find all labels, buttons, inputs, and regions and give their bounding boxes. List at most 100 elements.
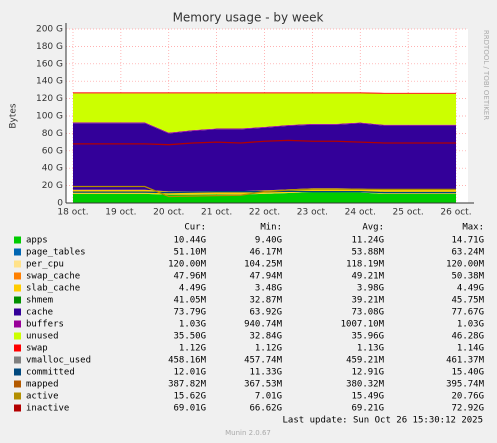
- y-tick-label: 160 G: [36, 59, 63, 69]
- legend-label: active: [26, 392, 59, 402]
- legend-header: Avg:: [362, 223, 384, 233]
- x-tick-label: 21 oct.: [201, 208, 232, 218]
- y-tick-label: 40 G: [42, 164, 63, 174]
- y-tick-label: 200 G: [36, 25, 63, 35]
- legend-swatch: [14, 380, 21, 388]
- legend-stat: 367.53M: [244, 380, 283, 390]
- legend-stat: 53.88M: [351, 248, 384, 258]
- legend-stat: 49.21M: [351, 272, 384, 282]
- y-tick-label: 120 G: [36, 94, 63, 104]
- legend-stat: 1.12G: [255, 344, 282, 354]
- legend-stat: 73.79G: [173, 308, 206, 318]
- legend-swatch: [14, 320, 21, 328]
- legend-stat: 63.92G: [249, 308, 282, 318]
- legend-stat: 11.24G: [351, 236, 384, 246]
- legend-stat: 1.03G: [179, 320, 206, 330]
- legend-stat: 120.00M: [168, 260, 207, 270]
- legend-label: per_cpu: [26, 260, 64, 270]
- area-series: [73, 192, 456, 203]
- x-tick-label: 25 oct.: [393, 208, 424, 218]
- legend-stat: 7.01G: [255, 392, 282, 402]
- legend-label: unused: [26, 332, 59, 342]
- side-text: RRDTOOL / TOBI OETIKER: [482, 30, 490, 120]
- y-tick-label: 80 G: [42, 129, 63, 139]
- legend-stat: 32.87M: [249, 296, 282, 306]
- area-series: [73, 93, 456, 133]
- legend-stat: 72.92G: [451, 404, 484, 414]
- legend-label: inactive: [26, 404, 69, 414]
- line-series: [73, 139, 456, 146]
- legend-stat: 46.28G: [451, 332, 484, 342]
- legend-label: committed: [26, 368, 75, 378]
- legend-stat: 15.49G: [351, 392, 384, 402]
- legend-stat: 46.17M: [249, 248, 282, 258]
- legend-swatch: [14, 236, 21, 244]
- legend-stat: 1.03G: [457, 320, 484, 330]
- legend-stat: 51.10M: [173, 248, 206, 258]
- marks: [73, 92, 456, 203]
- legend-stat: 15.62G: [173, 392, 206, 402]
- legend-swatch: [14, 392, 21, 400]
- y-tick-label: 140 G: [36, 77, 63, 87]
- legend-stat: 1.12G: [179, 344, 206, 354]
- legend-stat: 458.16M: [168, 356, 207, 366]
- legend-label: slab_cache: [26, 284, 80, 294]
- last-update: Last update: Sun Oct 26 15:30:12 2025: [283, 416, 483, 426]
- chart-title: Memory usage - by week: [173, 11, 324, 25]
- legend-swatch: [14, 404, 21, 412]
- legend-swatch: [14, 356, 21, 364]
- legend-stat: 395.74M: [446, 380, 485, 390]
- legend-stat: 66.62G: [249, 404, 282, 414]
- legend-label: cache: [26, 308, 53, 318]
- legend-stat: 1.14G: [457, 344, 484, 354]
- legend-label: buffers: [26, 320, 64, 330]
- x-tick-label: 22 oct.: [249, 208, 280, 218]
- legend-stat: 459.21M: [346, 356, 385, 366]
- y-axis-label: Bytes: [9, 103, 19, 129]
- legend-label: vmalloc_used: [26, 356, 91, 366]
- legend-swatch: [14, 332, 21, 340]
- y-tick-label: 180 G: [36, 42, 63, 52]
- legend-header: Max:: [462, 223, 484, 233]
- legend-stat: 3.48G: [255, 284, 282, 294]
- legend-stat: 104.25M: [244, 260, 283, 270]
- legend-swatch: [14, 260, 21, 268]
- legend-swatch: [14, 272, 21, 280]
- legend-stat: 69.01G: [173, 404, 206, 414]
- legend-stat: 45.75M: [451, 296, 484, 306]
- legend-stat: 118.19M: [346, 260, 385, 270]
- legend-stat: 4.49G: [179, 284, 206, 294]
- legend-stat: 9.40G: [255, 236, 282, 246]
- legend-header: Cur:: [184, 223, 206, 233]
- legend-stat: 380.32M: [346, 380, 385, 390]
- legend-header: Min:: [260, 223, 282, 233]
- line-series: [73, 185, 456, 198]
- area-series: [73, 123, 456, 192]
- legend-stat: 4.49G: [457, 284, 484, 294]
- legend-stat: 14.71G: [451, 236, 484, 246]
- y-tick-label: 60 G: [42, 146, 63, 156]
- legend-stat: 20.76G: [451, 392, 484, 402]
- legend-swatch: [14, 368, 21, 376]
- legend-stat: 77.67G: [451, 308, 484, 318]
- legend-label: apps: [26, 236, 48, 246]
- legend-stat: 1.13G: [357, 344, 384, 354]
- legend-label: mapped: [26, 380, 59, 390]
- legend-stat: 461.37M: [446, 356, 485, 366]
- legend-stat: 63.24M: [451, 248, 484, 258]
- x-tick-label: 20 oct.: [153, 208, 184, 218]
- area-series: [73, 92, 456, 94]
- legend-swatch: [14, 308, 21, 316]
- x-tick-label: 23 oct.: [297, 208, 328, 218]
- legend-label: swap: [26, 344, 48, 354]
- legend: Cur: Min: Avg: Max: apps 10.44G 9.40G 11.24G 14.…: [14, 223, 485, 414]
- legend-stat: 39.21M: [351, 296, 384, 306]
- legend-stat: 10.44G: [173, 236, 206, 246]
- x-tick-label: 24 oct.: [345, 208, 376, 218]
- legend-stat: 73.08G: [351, 308, 384, 318]
- axes: 0 20 G 40 G 60 G 80 G 100 G 120 G 140 G 160 G 180…: [36, 23, 474, 218]
- legend-swatch: [14, 344, 21, 352]
- legend-label: swap_cache: [26, 272, 80, 282]
- legend-stat: 387.82M: [168, 380, 207, 390]
